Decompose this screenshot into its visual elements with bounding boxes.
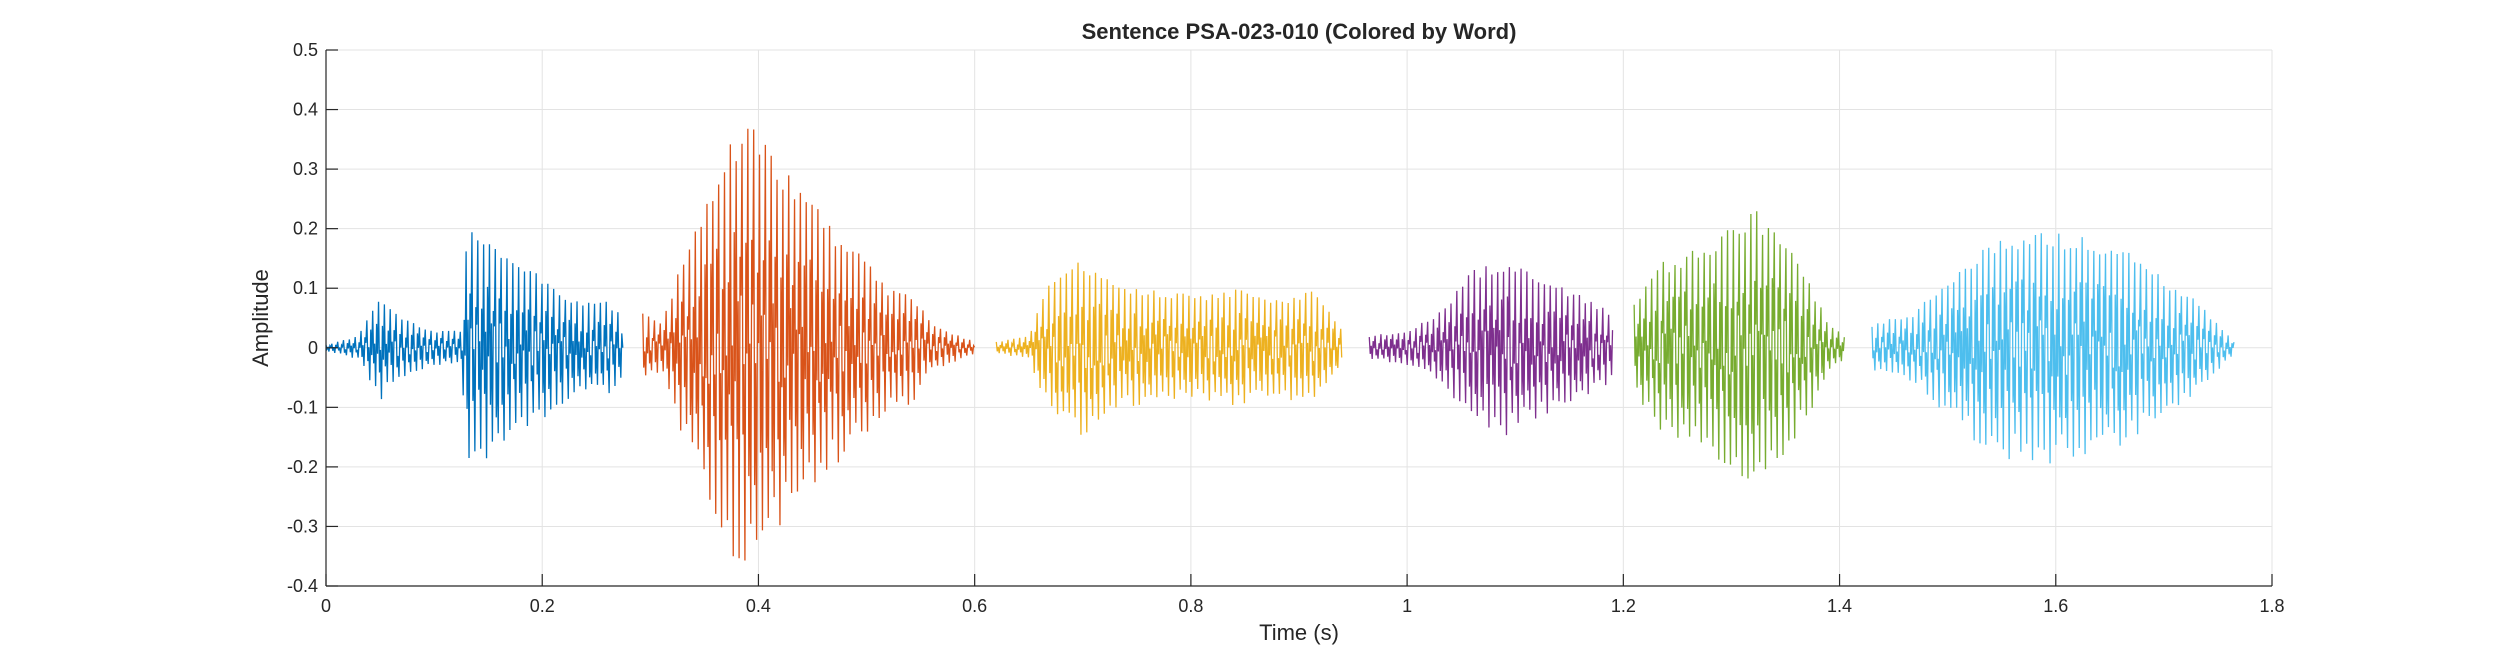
x-tick-label: 1.6 [2043,596,2068,616]
x-tick-label: 0 [321,596,331,616]
waveform-word-2 [642,128,976,561]
x-tick-label: 0.6 [962,596,987,616]
y-tick-label: -0.4 [287,576,318,596]
y-tick-label: -0.1 [287,397,318,417]
waveform-word-3 [995,262,1343,435]
x-tick-label: 1.8 [2259,596,2284,616]
x-tick-label: 1 [1402,596,1412,616]
x-tick-label: 1.2 [1611,596,1636,616]
waveform-word-1 [325,232,624,459]
y-tick-label: 0.2 [293,219,318,239]
y-tick-label: 0.1 [293,278,318,298]
y-tick-label: -0.3 [287,516,318,536]
x-axis-label: Time (s) [1259,620,1339,645]
y-axis-label: Amplitude [248,269,273,367]
y-tick-label: -0.2 [287,457,318,477]
x-tick-label: 0.8 [1178,596,1203,616]
y-tick-label: 0.5 [293,40,318,60]
y-tick-label: 0 [308,338,318,358]
y-tick-label: 0.4 [293,100,318,120]
x-tick-label: 1.4 [1827,596,1852,616]
axes [325,49,2273,587]
x-tick-label: 0.4 [746,596,771,616]
waveform-series [325,128,2235,561]
tick-labels: 0 0.2 0.4 0.6 0.8 1 1.2 1.4 1.6 1.8 -0.4 -0.3 -0.2 -0… [287,40,2285,616]
chart-title: Sentence PSA-023-010 (Colored by Word) [1082,19,1517,44]
y-tick-label: 0.3 [293,159,318,179]
waveform-word-4 [1368,266,1614,436]
waveform-word-5 [1633,211,1845,479]
x-tick-label: 0.2 [530,596,555,616]
waveform-word-6 [1871,233,2235,464]
